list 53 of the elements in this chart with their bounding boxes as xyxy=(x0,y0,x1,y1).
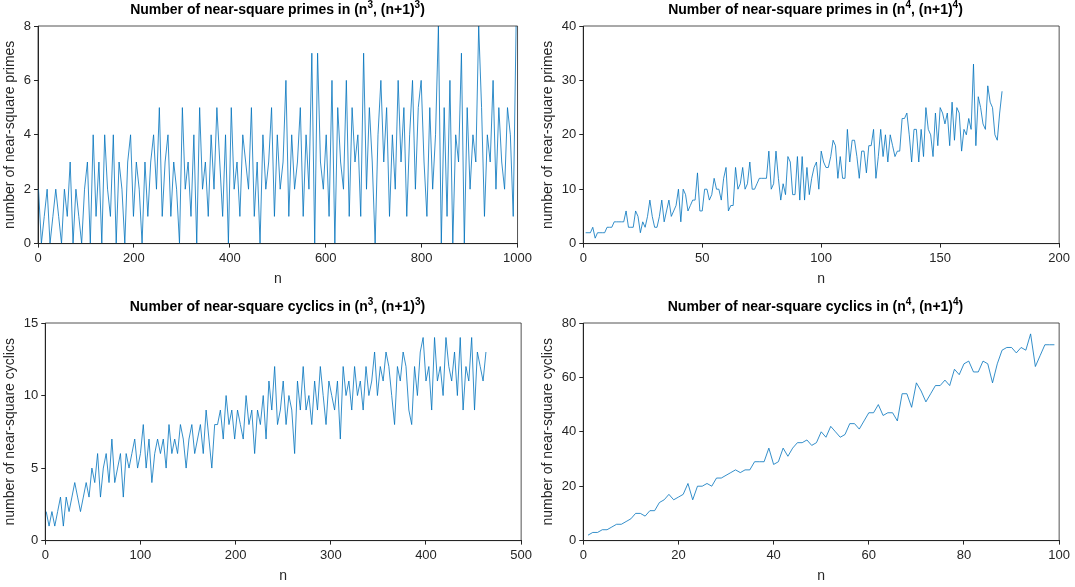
y-axis-title: number of near-square cyclics xyxy=(1,338,18,526)
y-tick-label: 4 xyxy=(23,126,32,142)
x-axis-title: n xyxy=(817,567,826,584)
x-tick-label: 40 xyxy=(766,546,781,562)
y-axis-title: number of near-square primes xyxy=(1,40,18,229)
x-tick-label: 50 xyxy=(695,249,710,265)
chart-title: Number of near-square cyclics in (n$^{4}$, (n+1)$^{4}$) xyxy=(666,296,965,315)
chart-title: Number of near-square primes in (n$^{4}$, (n+1)$^{4}$) xyxy=(667,0,964,18)
x-tick-label: 200 xyxy=(1048,249,1071,265)
x-tick-label: 150 xyxy=(929,249,952,265)
x-tick-label: 800 xyxy=(410,249,433,265)
y-tick-label: 80 xyxy=(561,314,577,330)
x-tick-label: 60 xyxy=(861,546,877,562)
y-tick-label: 40 xyxy=(561,17,577,33)
y-tick-label: 60 xyxy=(561,368,577,384)
y-tick-label: 0 xyxy=(31,532,39,548)
x-tick-label: 200 xyxy=(224,546,247,562)
y-tick-label: 20 xyxy=(561,477,577,493)
x-axis-title: n xyxy=(273,270,282,287)
chart-title: Number of near-square cyclics in (n$^{3}$, (n+1)$^{3}$) xyxy=(128,296,427,315)
x-tick-label: 100 xyxy=(810,249,833,265)
x-tick-label: 20 xyxy=(671,546,686,562)
y-tick-label: 10 xyxy=(561,180,577,196)
x-axis-title: n xyxy=(279,567,288,584)
x-tick-label: 80 xyxy=(956,546,972,562)
y-tick-label: 6 xyxy=(23,71,32,87)
x-tick-label: 0 xyxy=(41,546,49,562)
x-tick-label: 600 xyxy=(314,249,337,265)
x-tick-label: 0 xyxy=(579,546,587,562)
x-tick-label: 0 xyxy=(579,249,587,265)
x-tick-label: 400 xyxy=(218,249,241,265)
x-axis-title: n xyxy=(817,270,826,287)
x-tick-label: 1000 xyxy=(503,249,532,265)
y-tick-label: 30 xyxy=(561,71,577,87)
x-tick-label: 300 xyxy=(319,546,342,562)
y-tick-label: 0 xyxy=(23,235,32,251)
y-tick-label: 0 xyxy=(569,532,577,548)
y-axis-title: number of near-square primes xyxy=(539,40,556,229)
y-tick-label: 8 xyxy=(23,17,32,33)
x-tick-label: 500 xyxy=(510,546,533,562)
y-tick-label: 5 xyxy=(31,459,39,475)
y-axis-title: number of near-square cyclics xyxy=(539,338,556,526)
y-tick-label: 0 xyxy=(569,235,577,251)
y-tick-label: 10 xyxy=(23,387,39,403)
y-tick-label: 20 xyxy=(561,126,577,142)
y-tick-label: 2 xyxy=(23,180,32,196)
x-tick-label: 200 xyxy=(123,249,145,265)
y-tick-label: 15 xyxy=(23,314,39,330)
x-tick-label: 100 xyxy=(1048,546,1071,562)
x-tick-label: 400 xyxy=(415,546,437,562)
x-tick-label: 100 xyxy=(129,546,152,562)
y-tick-label: 40 xyxy=(561,423,577,439)
chart-title: Number of near-square primes in (n$^{3}$, (n+1)$^{3}$) xyxy=(129,0,426,18)
